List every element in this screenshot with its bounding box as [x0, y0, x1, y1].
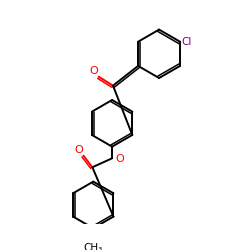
Text: O: O: [74, 145, 83, 155]
Text: O: O: [116, 154, 124, 164]
Text: O: O: [90, 66, 98, 76]
Text: Cl: Cl: [182, 37, 192, 47]
Text: CH₃: CH₃: [84, 242, 103, 250]
